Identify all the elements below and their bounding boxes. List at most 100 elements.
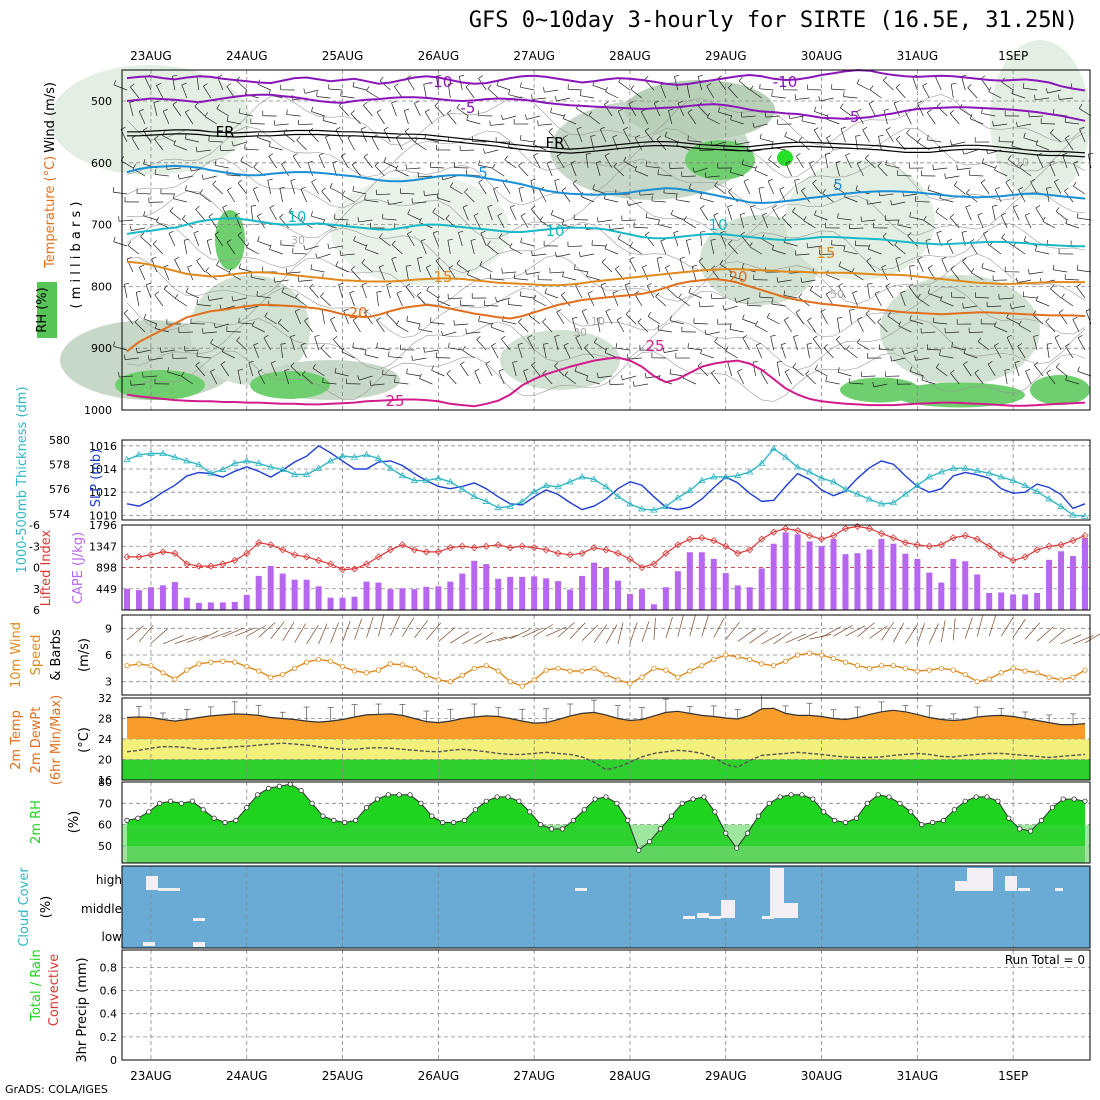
wind-barb-flag	[376, 342, 378, 348]
wind-barb	[496, 85, 511, 91]
surface-wind-barb	[689, 614, 696, 637]
wind-barb	[869, 89, 882, 99]
wind-barb-flag	[612, 134, 618, 138]
wind-barb	[678, 297, 691, 307]
wind-barb-flag	[270, 360, 276, 364]
wind-barb	[861, 375, 876, 377]
wind-barb	[759, 88, 774, 91]
wind-speed-point	[771, 663, 777, 669]
wind-barb	[1073, 162, 1080, 177]
wind-barb-flag	[604, 101, 609, 105]
wind-barb-flag	[405, 283, 411, 288]
wind-barb	[963, 149, 978, 155]
rh2m-tick-label: 70	[98, 797, 112, 810]
isotherm-line	[126, 69, 1086, 92]
wind-barb	[113, 346, 128, 351]
wind-barb-flag	[1064, 117, 1067, 123]
wind-barb	[138, 267, 146, 281]
wind-barb	[794, 180, 798, 195]
wind-barb-flag	[436, 192, 439, 198]
wind-barb	[1077, 217, 1092, 221]
wind-barb	[759, 138, 774, 143]
wind-barb	[906, 132, 918, 143]
wind-barb	[950, 84, 954, 99]
wind-barb-flag	[237, 231, 242, 236]
wind-barb-flag	[167, 367, 170, 373]
rh2m-point	[461, 817, 468, 823]
surface-wind-barb	[785, 633, 806, 644]
wind-barb-flag	[222, 204, 228, 208]
cape-bar	[459, 573, 466, 610]
wind-barb	[909, 216, 924, 221]
wind-barb-flag	[1064, 187, 1069, 192]
wind10m-tick-label: 9	[105, 622, 112, 635]
wind-barb	[342, 194, 355, 203]
wind-barb	[374, 165, 385, 177]
wind-barb-flag	[419, 373, 422, 379]
wind-barb-flag	[752, 122, 755, 128]
surface-wind-barb	[797, 631, 818, 642]
thickness-point	[602, 482, 610, 490]
thickness-tick-label: 574	[49, 508, 70, 521]
lifted-index-point	[578, 549, 586, 557]
wind-barb-flag	[927, 288, 931, 294]
wind-barb	[310, 268, 325, 273]
wind-barb	[138, 111, 146, 125]
wind-barb	[379, 80, 391, 91]
cape-bar	[926, 572, 933, 610]
wind-barb-flag	[177, 174, 180, 180]
wind-barb	[220, 364, 230, 377]
lifted-index-point	[734, 549, 742, 557]
wind-barb	[915, 357, 930, 361]
thickness-tick-label: 576	[49, 483, 70, 496]
wind-barb	[730, 119, 744, 125]
wind-barb-flag	[837, 317, 843, 319]
wind-barb	[699, 149, 714, 151]
wind-barb	[840, 128, 846, 143]
wind-barb-flag	[112, 187, 115, 193]
isotach-contour	[126, 286, 1086, 338]
wind-barb	[705, 175, 720, 178]
wind-barb-flag	[801, 187, 806, 191]
isotherm-freezing	[127, 133, 1086, 158]
wind-barb	[604, 198, 619, 203]
wind-barb	[739, 214, 745, 229]
rh2m-point	[1006, 815, 1012, 821]
wind-barb-flag	[856, 109, 862, 113]
wind-barb-flag	[771, 91, 773, 97]
wind-speed-point	[663, 667, 669, 673]
wind-barb	[544, 89, 559, 93]
wind-barb	[1054, 337, 1062, 351]
wind-speed-point	[735, 654, 741, 660]
wind-barb	[498, 370, 505, 385]
wind-barb-flag	[210, 338, 214, 344]
wind-speed-point	[315, 656, 322, 663]
wind-barb-flag	[214, 231, 220, 235]
wind-barb	[1029, 271, 1044, 275]
wind-barb-flag	[645, 231, 650, 236]
wind-barb	[328, 245, 343, 249]
wind-barb-flag	[1023, 132, 1026, 138]
wind-barb	[801, 279, 816, 283]
wind-barb	[909, 319, 924, 325]
wind-speed-point	[172, 676, 178, 682]
wind-barb-flag	[561, 187, 567, 191]
wind-barb	[584, 347, 595, 359]
wind-barb-flag	[227, 187, 232, 191]
wind-barb	[274, 123, 289, 126]
wind-speed-point	[292, 665, 298, 671]
wind-barb-flag	[343, 308, 349, 312]
surface-wind-barb	[282, 621, 295, 642]
wind-barb-flag	[264, 312, 268, 317]
wind-barb	[862, 129, 870, 143]
wind-barb-flag	[792, 362, 797, 368]
rh2m-point	[690, 796, 696, 802]
wind-barb-flag	[554, 252, 557, 258]
wind-speed-point	[651, 665, 657, 671]
wind-barb-flag	[146, 282, 151, 286]
thickness-point	[470, 492, 478, 500]
cape-bar	[1022, 594, 1029, 610]
cloud-cover-bar	[709, 916, 721, 919]
wind-barb	[406, 320, 421, 325]
wind-barb	[951, 141, 966, 146]
